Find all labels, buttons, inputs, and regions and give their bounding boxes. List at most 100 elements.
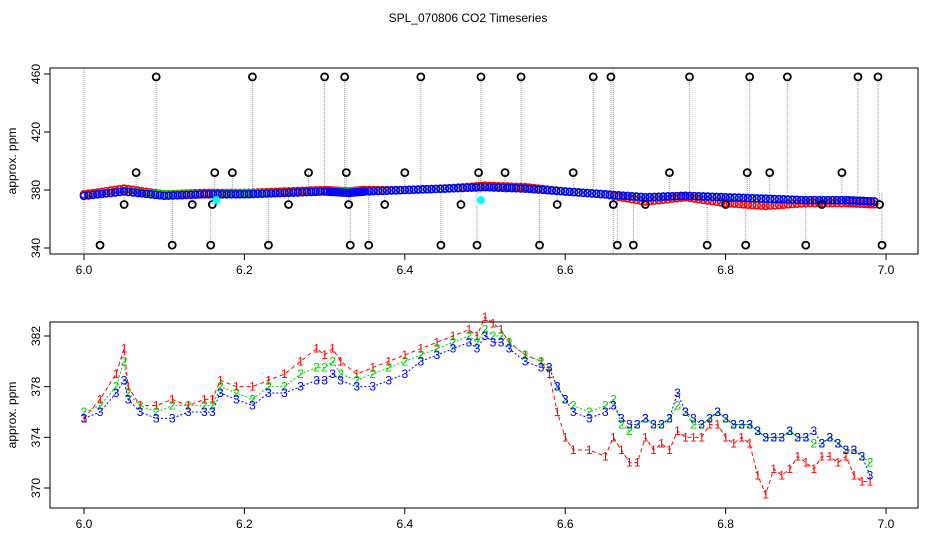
series-3-point — [658, 192, 668, 201]
series-1-point-label: 1 — [169, 392, 176, 406]
series-1-point-label: 1 — [794, 449, 801, 463]
series-2-point-label: 2 — [626, 424, 633, 438]
spike-point — [745, 72, 755, 82]
spike-point — [474, 168, 483, 178]
bottom-y-tick-label: 378 — [29, 376, 43, 396]
spike-point — [341, 168, 351, 178]
series-3-point — [173, 191, 182, 200]
series-2-point-label: 2 — [450, 335, 457, 349]
series-2-point-label: 2 — [554, 380, 561, 394]
series-3-point — [770, 194, 779, 204]
series-3-point — [511, 183, 521, 193]
spike-point — [702, 240, 712, 250]
series-3-point-label: 3 — [827, 430, 834, 444]
series-3-point — [253, 189, 263, 199]
series-3-point — [792, 195, 802, 205]
series-1-point-label: 1 — [554, 405, 561, 419]
series-2-point-label: 2 — [706, 411, 713, 425]
top-x-tick-label: 6.4 — [396, 263, 413, 277]
series-1-point-label: 1 — [490, 316, 497, 330]
series-3-point-label: 3 — [818, 437, 825, 451]
series-2-point-label: 2 — [337, 367, 344, 381]
top-x-tick-label: 6.8 — [717, 263, 734, 277]
series-3-point — [93, 190, 102, 199]
series-3-point — [525, 184, 534, 194]
series-3-point-label: 3 — [586, 411, 593, 425]
series-3-point — [685, 191, 695, 201]
series-3-point — [110, 188, 120, 197]
series-3-point — [378, 186, 387, 196]
series-3-point — [101, 189, 111, 198]
series-1-line — [83, 316, 870, 496]
series-3-point — [106, 188, 116, 198]
series-1-point-label: 1 — [369, 361, 376, 375]
series-1-point-label: 1 — [337, 354, 344, 368]
series-3-point — [128, 188, 138, 197]
series-3-point — [400, 185, 410, 195]
series-3-point — [449, 183, 459, 193]
series-1-point-label: 1 — [770, 462, 777, 476]
series-3-point — [578, 188, 588, 198]
series-3-point — [387, 186, 396, 195]
spike-point — [206, 240, 216, 250]
spike-point — [837, 168, 847, 178]
series-3-point — [195, 190, 205, 199]
series-2-point-label: 2 — [121, 354, 128, 368]
series-2-point-label: 2 — [281, 380, 288, 394]
series-1-point-label: 1 — [137, 399, 144, 413]
series-3-point-label: 3 — [401, 367, 408, 381]
series-1-point-label: 1 — [682, 430, 689, 444]
series-3-point — [150, 190, 160, 200]
series-3-point-label: 3 — [538, 361, 545, 375]
series-3-point — [739, 193, 748, 203]
series-3-point-label: 3 — [690, 411, 697, 425]
series-3-point — [743, 193, 753, 203]
series-3-point-label: 3 — [466, 335, 473, 349]
spike-point — [151, 72, 161, 82]
series-2-point-label: 2 — [466, 329, 473, 343]
series-3-point — [694, 191, 704, 201]
series-3-point — [832, 195, 842, 205]
series-1-point-label: 1 — [562, 430, 569, 444]
series-1-point-label: 1 — [610, 430, 617, 444]
series-1-point-label: 1 — [586, 443, 593, 457]
chart-title: SPL_070806 CO2 Timeseries — [389, 11, 548, 25]
spike-point — [119, 200, 129, 209]
series-2-point-label: 2 — [329, 354, 336, 368]
series-3-point — [654, 192, 664, 202]
series-1-point — [774, 200, 784, 210]
series-3-point — [569, 187, 579, 197]
series-3-point — [137, 189, 147, 198]
series-3-point — [396, 185, 405, 195]
series-3-point — [404, 185, 414, 195]
series-3-point — [240, 190, 249, 199]
spike-point — [875, 200, 884, 209]
series-3-point — [360, 187, 370, 196]
series-2-point-label: 2 — [562, 392, 569, 406]
series-3-point-label: 3 — [522, 354, 529, 368]
series-3-point-label: 3 — [113, 386, 120, 400]
series-2-point-label: 2 — [810, 437, 817, 451]
series-3-point-label: 3 — [313, 373, 320, 387]
series-3-point — [480, 182, 490, 192]
series-3-point-label: 3 — [682, 405, 689, 419]
series-2-point-label: 2 — [538, 354, 545, 368]
spike-point — [765, 168, 775, 178]
series-2-point-label: 2 — [169, 399, 176, 413]
series-1-point — [783, 200, 793, 209]
series-3-point — [756, 194, 766, 203]
top-x-tick-label: 7.0 — [878, 263, 895, 277]
series-3-point — [632, 192, 641, 201]
series-1-point-label: 1 — [125, 380, 132, 394]
series-1-point-label: 1 — [113, 367, 120, 381]
series-2-point-label: 2 — [369, 367, 376, 381]
spike-point — [207, 200, 217, 209]
series-3-point — [476, 182, 485, 192]
series-2-point-label: 2 — [762, 430, 769, 444]
series-1-point-label: 1 — [474, 329, 481, 343]
cyan-marker-point — [476, 196, 485, 205]
spike-point — [782, 72, 792, 82]
series-3-point — [645, 192, 655, 202]
